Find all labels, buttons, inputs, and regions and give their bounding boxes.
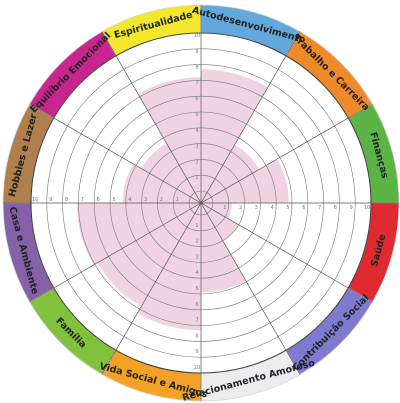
tick-label: 8 [195,333,198,339]
tick-label: 5 [195,286,198,292]
tick-label: 6 [195,302,198,308]
spoke-line [101,31,202,204]
tick-label: 7 [195,80,198,86]
spoke-line [200,103,373,204]
tick-label: 1 [223,205,226,211]
tick-label: 4 [271,205,274,211]
tick-label: 5 [195,112,198,118]
tick-label: 6 [302,205,305,211]
tick-label: 2 [239,205,242,211]
tick-label: 7 [195,318,198,324]
value-wedge [201,203,239,241]
tick-label: 4 [195,270,198,276]
value-wedge [201,203,246,293]
tick-label: 3 [195,254,198,260]
tick-label: 5 [112,197,115,203]
value-wedge [201,144,260,203]
tick-label: 7 [81,197,84,203]
tick-label: 4 [128,197,131,203]
tick-label: 3 [195,144,198,150]
tick-label: 6 [97,197,100,203]
tick-label: 9 [350,205,353,211]
value-wedge [201,203,232,219]
spoke-line [29,202,202,303]
tick-label: 8 [65,197,68,203]
tick-label: 1 [176,197,179,203]
spoke-layer [3,5,399,401]
value-wedge [97,203,201,307]
value-wedge [141,143,201,203]
spoke-line [200,202,301,375]
tick-label: 1 [195,223,198,229]
tick-label: 1 [195,175,198,181]
tick-label: 6 [195,96,198,102]
tick-label: 9 [195,349,198,355]
spoke-line [200,202,373,303]
tick-label-layer: 1 2 3 4 5 6 7 8 9 10 1 2 3 4 5 6 7 8 9 10 1 2 3 4 5 6 7 8 9 10 1 2 3 4 5 6 7… [32,33,370,371]
tick-label: 3 [255,205,258,211]
spoke-line [101,202,202,375]
tick-label: 2 [195,239,198,245]
value-wedge [138,77,201,203]
tick-label: 9 [49,197,52,203]
tick-label: 2 [195,159,198,165]
tick-label: 2 [160,197,163,203]
spoke-line [200,31,301,204]
spoke-line [29,103,202,204]
tick-label: 9 [195,49,198,55]
tick-label: 4 [195,128,198,134]
value-wedge [76,203,201,266]
tick-label: 10 [32,197,38,203]
tick-label: 8 [334,205,337,211]
tick-label: 5 [286,205,289,211]
value-wedge [201,159,289,203]
value-wedge [201,69,268,203]
tick-label: 7 [318,205,321,211]
tick-label: 8 [195,65,198,71]
tick-label: 10 [194,365,200,371]
tick-label: 10 [364,205,370,211]
tick-label: 3 [144,197,147,203]
tick-label: 10 [194,33,200,39]
